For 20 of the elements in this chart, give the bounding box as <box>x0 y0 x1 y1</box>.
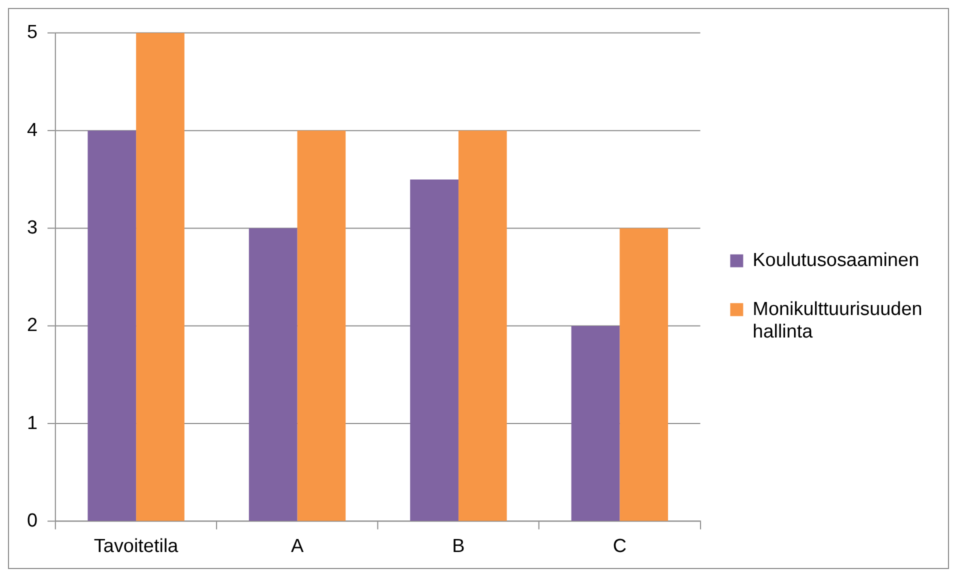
bar <box>571 326 620 521</box>
bar <box>136 32 184 521</box>
legend-label: Monikulttuurisuuden hallinta <box>752 298 922 343</box>
bar <box>458 130 507 521</box>
legend-label: Koulutusosaaminen <box>752 250 920 272</box>
y-tick-label: 2 <box>26 315 38 336</box>
bar <box>620 228 668 521</box>
y-tick-label: 0 <box>26 510 38 532</box>
bar <box>248 228 298 521</box>
y-tick-label: 1 <box>26 412 38 434</box>
x-tick-label: B <box>452 536 465 557</box>
x-tick-label: Tavoitetila <box>94 536 179 557</box>
x-tick-label: A <box>290 536 304 557</box>
y-tick-label: 3 <box>26 218 38 239</box>
bar <box>297 130 346 521</box>
bar <box>410 179 458 521</box>
x-tick-label: C <box>612 536 627 557</box>
bar <box>88 130 136 521</box>
y-tick-label: 4 <box>26 120 38 141</box>
y-tick-label: 5 <box>26 22 38 44</box>
